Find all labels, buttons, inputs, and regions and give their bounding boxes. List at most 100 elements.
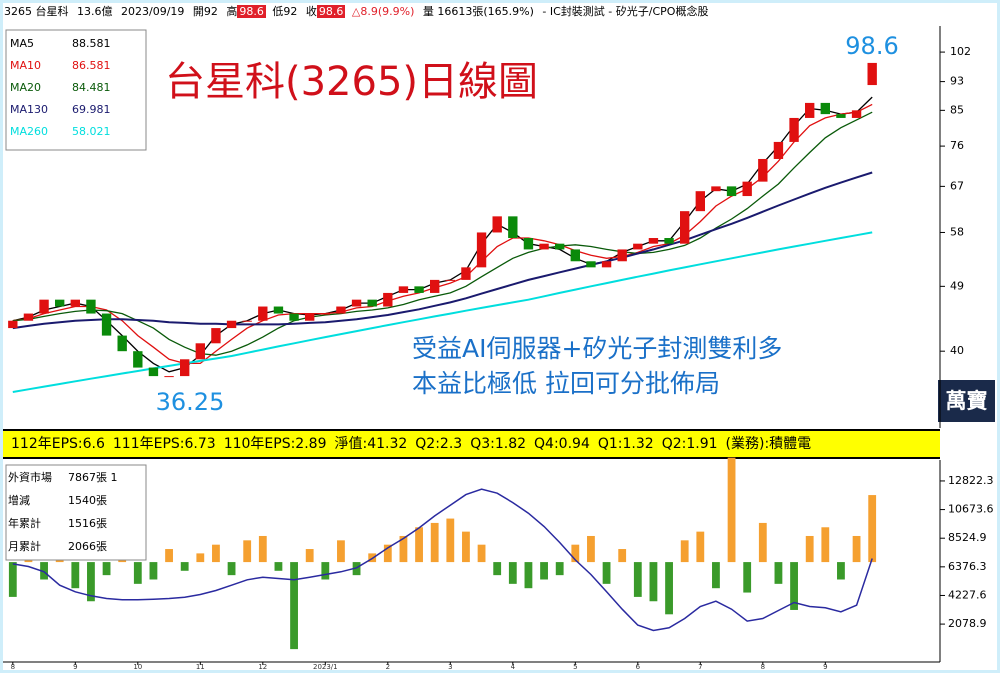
candle-body (664, 238, 674, 244)
bar (602, 562, 611, 584)
legend-name: MA5 (10, 37, 34, 50)
legend-value: 7867張 1 (68, 471, 118, 484)
candle-body (508, 216, 518, 239)
candle-body (789, 117, 799, 142)
bar (524, 562, 533, 589)
eps-item: (業務):積體電 (725, 436, 812, 452)
holding-line (12, 488, 873, 632)
x-tick-label: 2023/1 (313, 663, 338, 671)
y-tick-label: 93 (950, 75, 964, 88)
candle-body (586, 261, 596, 268)
candle-body (633, 243, 643, 250)
x-tick-label: 11 (196, 663, 205, 671)
candle-body (867, 62, 877, 86)
x-tick-label: 9 (73, 663, 77, 671)
eps-item: Q1:1.32 (597, 436, 654, 452)
candle-body (601, 261, 612, 268)
bar (790, 562, 798, 610)
y-tick-label: 76 (950, 139, 964, 152)
candle-body (680, 211, 690, 244)
eps-item: Q2:1.91 (661, 436, 718, 452)
bar (305, 549, 314, 563)
bar (227, 562, 236, 576)
legend-value: 86.581 (72, 59, 111, 72)
candle-body (383, 292, 393, 307)
bar (696, 531, 705, 563)
eps-item: 112年EPS:6.6 (11, 436, 105, 452)
candle-body (8, 320, 18, 329)
candle-body (398, 286, 409, 293)
date: 2023/09/19 (121, 5, 185, 18)
bar (571, 544, 580, 563)
candle-body (195, 343, 205, 360)
bar (821, 527, 830, 563)
bar (618, 549, 627, 563)
candle-body (648, 238, 659, 244)
legend-name: MA130 (10, 103, 48, 116)
bar (149, 562, 158, 580)
candle-body (461, 267, 471, 280)
y-tick-label: 40 (950, 344, 964, 357)
legend-box (5, 464, 147, 561)
bar (337, 540, 345, 563)
legend-value: 69.981 (72, 103, 111, 116)
bar (196, 553, 205, 563)
candle-body (164, 376, 174, 378)
bar (680, 540, 689, 563)
candle-body (367, 299, 377, 307)
bar (243, 540, 252, 563)
bar (649, 562, 658, 602)
chart-title: 台星科(3265)日線圖 (165, 59, 538, 105)
annotation: 36.25 (156, 388, 225, 416)
bar (180, 562, 189, 571)
bar (805, 535, 814, 563)
candle-body (336, 306, 346, 314)
volume-label: 量 (422, 5, 434, 18)
close: 98.6 (316, 5, 346, 18)
candle-body (820, 102, 830, 115)
candle-body (180, 359, 190, 377)
bar (383, 544, 392, 563)
ma-line (12, 103, 873, 365)
x-tick-label: 8 (11, 663, 15, 671)
legend-box (5, 29, 147, 151)
legend-value: 88.581 (72, 37, 111, 50)
candle-body (617, 249, 627, 262)
bar (165, 549, 173, 563)
x-tick-label: 12 (258, 663, 267, 671)
candle-body (492, 216, 502, 233)
bar (665, 562, 673, 615)
legend-name: 外資市場 (8, 470, 52, 484)
candle-body (351, 299, 362, 307)
y-tick-label: 8524.9 (948, 531, 987, 544)
bar (587, 535, 595, 563)
bar (774, 562, 783, 584)
candle-body (226, 320, 237, 329)
eps-item: Q3:1.82 (470, 436, 527, 452)
bar (743, 562, 752, 593)
bar (493, 562, 502, 576)
y-tick-label: 49 (950, 279, 964, 292)
candle-body (55, 299, 65, 307)
low: 低92 (272, 5, 298, 18)
bar (540, 562, 548, 580)
eps-item: Q2:2.3 (415, 436, 463, 452)
candle-body (414, 286, 424, 293)
bar (430, 522, 439, 563)
legend-value: 1516張 (68, 517, 107, 530)
candle-body (695, 191, 705, 212)
candle-body (805, 102, 815, 118)
candle-body (211, 328, 221, 344)
candle-body (773, 141, 784, 159)
annotation: 98.6 (845, 32, 898, 60)
bar (446, 518, 455, 563)
bar (274, 562, 283, 571)
candle-body (851, 110, 862, 118)
candle-body (242, 320, 252, 322)
y-tick-label: 85 (950, 103, 964, 116)
candle-body (555, 243, 565, 250)
industry: - IC封裝測試 - 矽光子/CPO概念股 (542, 5, 709, 18)
x-tick-label: 6 (636, 663, 641, 671)
eps-strip: 112年EPS:6.6 111年EPS:6.73 110年EPS:2.89 淨值:41… (3, 429, 940, 459)
